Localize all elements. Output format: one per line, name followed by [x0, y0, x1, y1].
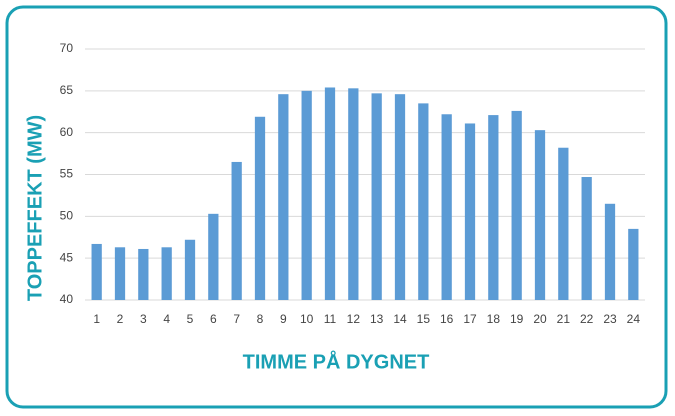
- bar: [254, 116, 266, 301]
- y-tick-label: 50: [60, 209, 74, 223]
- x-tick-label: 24: [627, 312, 641, 326]
- y-tick-label: 45: [60, 250, 74, 264]
- x-tick-label: 19: [510, 312, 524, 326]
- y-tick-label: 40: [60, 292, 74, 306]
- bar: [511, 110, 522, 300]
- bar: [348, 88, 359, 300]
- bar: [184, 239, 196, 300]
- bar: [464, 123, 476, 300]
- bar: [91, 243, 102, 300]
- bar: [231, 161, 242, 300]
- bar: [278, 94, 289, 301]
- bar: [581, 177, 592, 300]
- x-tick-label: 1: [93, 312, 100, 326]
- x-tick-label: 8: [257, 312, 264, 326]
- y-tick-label: 70: [60, 41, 74, 55]
- y-tick-label: 55: [60, 167, 74, 181]
- bar: [441, 114, 452, 300]
- x-tick-label: 21: [557, 312, 571, 326]
- y-tick-label: 60: [60, 125, 74, 139]
- x-tick-label: 11: [324, 312, 337, 326]
- x-tick-label: 9: [280, 312, 287, 326]
- x-tick-label: 23: [603, 312, 617, 326]
- bar: [534, 130, 546, 300]
- x-tick-label: 18: [487, 312, 501, 326]
- bar: [488, 115, 499, 300]
- x-tick-label: 12: [347, 312, 361, 326]
- bar: [114, 247, 126, 300]
- frame: [5, 5, 668, 409]
- bar: [418, 103, 429, 300]
- bar: [604, 203, 616, 300]
- x-tick-label: 22: [580, 312, 594, 326]
- x-tick-label: 2: [117, 312, 124, 326]
- x-tick-label: 7: [233, 312, 240, 326]
- bar: [301, 90, 312, 300]
- bar: [324, 87, 336, 300]
- x-tick-label: 17: [463, 312, 477, 326]
- bar: [371, 93, 382, 301]
- x-tick-label: 5: [187, 312, 194, 326]
- y-axis-title: TOPPEFFEKT (MW): [24, 115, 46, 301]
- x-tick-label: 3: [140, 312, 147, 326]
- x-axis-title: TIMME PÅ DYGNET: [243, 349, 430, 373]
- y-tick-label: 65: [60, 83, 74, 97]
- x-tick-label: 16: [440, 312, 454, 326]
- x-tick-label: 6: [210, 312, 217, 326]
- x-tick-label: 4: [163, 312, 170, 326]
- x-tick-label: 15: [417, 312, 431, 326]
- x-tick-label: 10: [300, 312, 314, 326]
- bar: [628, 228, 639, 300]
- x-tick-label: 20: [533, 312, 547, 326]
- bar: [138, 248, 149, 300]
- bar: [558, 147, 569, 300]
- bar: [208, 213, 219, 300]
- x-tick-label: 13: [370, 312, 384, 326]
- bar: [394, 94, 406, 301]
- x-tick-label: 14: [393, 312, 407, 326]
- bar: [161, 247, 172, 300]
